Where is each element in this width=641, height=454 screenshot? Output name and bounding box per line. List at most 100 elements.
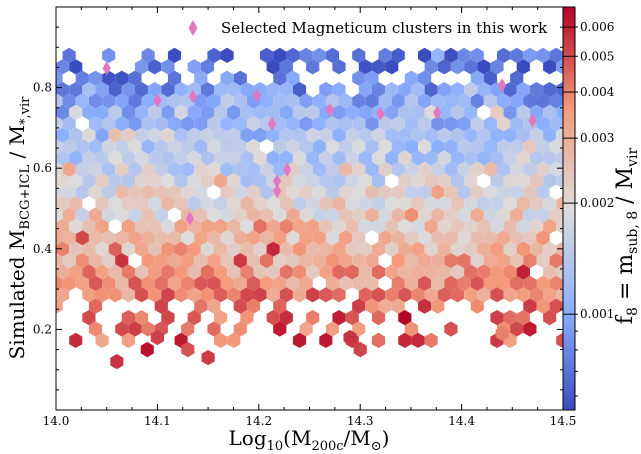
- hexbin-cell: [497, 116, 511, 132]
- hexbin-cell: [148, 264, 162, 280]
- hexbin-cell: [523, 93, 537, 109]
- hexbin-cell: [220, 275, 234, 291]
- x-tick-label: 14.1: [144, 414, 171, 428]
- hexbin-cell: [444, 116, 458, 132]
- hexbin-cell: [273, 230, 287, 246]
- hexbin-cell: [194, 139, 208, 155]
- hexbin-cell: [371, 264, 386, 280]
- hexbin-cell: [431, 230, 445, 246]
- legend: Selected Magneticum clusters in this wor…: [188, 19, 548, 37]
- hexbin-cell: [253, 173, 267, 189]
- hexbin-cell: [115, 207, 129, 223]
- hexbin-cell: [187, 196, 201, 212]
- hexbin-cell: [352, 47, 366, 63]
- hexbin-cell: [358, 287, 372, 303]
- hexbin-cell: [292, 104, 307, 120]
- hexbin-cell: [266, 82, 280, 98]
- hexbin-cell: [286, 116, 300, 132]
- hexbin-cell: [167, 47, 182, 63]
- hexbin-cell: [246, 253, 260, 269]
- hexbin-cell: [246, 230, 260, 246]
- hexbin-cell: [444, 93, 458, 109]
- hexbin-cell: [556, 264, 563, 280]
- hexbin-cell: [319, 82, 333, 98]
- hexbin-cell: [345, 241, 359, 257]
- hexbin-cell: [174, 196, 188, 212]
- hexbin-cell: [214, 287, 228, 303]
- hexbin-cell: [444, 47, 458, 63]
- hexbin-cell: [207, 139, 221, 155]
- hexbin-cell: [279, 241, 293, 257]
- hexbin-cell: [371, 127, 386, 143]
- hexbin-cell: [404, 70, 418, 86]
- hexbin-cell: [141, 230, 155, 246]
- hexbin-cell: [490, 310, 504, 326]
- hexbin-cell: [483, 70, 497, 86]
- hexbin-cell: [556, 196, 563, 212]
- hexbin-cell: [207, 93, 221, 109]
- hexbin-cell: [306, 287, 320, 303]
- hexbin-cell: [516, 218, 530, 234]
- hexbin-cell: [95, 173, 109, 189]
- hexbin-cell: [437, 196, 451, 212]
- hexbin-cell: [299, 47, 313, 63]
- hexbin-cell: [503, 196, 517, 212]
- hexbin-cell: [181, 161, 195, 177]
- hexbin-cell: [227, 127, 241, 143]
- hexbin-cell: [510, 70, 524, 86]
- hexbin-cell: [398, 218, 412, 234]
- hexbin-cell: [464, 173, 478, 189]
- hexbin-cell: [154, 275, 168, 291]
- hexbin-cell: [95, 218, 109, 234]
- hexbin-cell: [325, 275, 339, 291]
- hexbin-cell: [411, 287, 425, 303]
- hexbin-cell: [141, 47, 155, 63]
- hexbin-cell: [483, 161, 497, 177]
- hexbin-cell: [108, 196, 122, 212]
- hexbin-cell: [102, 70, 116, 86]
- hexbin-cell: [345, 264, 359, 280]
- hexbin-cell: [339, 253, 353, 269]
- hexbin-cell: [82, 218, 96, 234]
- selected-cluster-marker: [188, 89, 198, 104]
- hexbin-cell: [404, 93, 418, 109]
- hexbin-cell: [365, 207, 379, 223]
- hexbin-cell: [88, 275, 103, 291]
- hexbin-cell: [411, 82, 425, 98]
- hexbin-cell: [431, 139, 445, 155]
- hexbin-cell: [424, 332, 438, 348]
- hexbin-cell: [325, 207, 339, 223]
- hexbin-cell: [102, 230, 116, 246]
- hexbin-cell: [543, 264, 557, 280]
- hexbin-cell: [450, 82, 465, 98]
- hexbin-cell: [233, 70, 247, 86]
- hexbin-cell: [543, 59, 557, 75]
- hexbin-cell: [174, 218, 188, 234]
- hexbin-cell: [161, 59, 175, 75]
- hexbin-cell: [345, 218, 359, 234]
- hexbin-cell: [88, 70, 103, 86]
- hexbin-cell: [88, 321, 103, 337]
- hexbin-cell: [424, 218, 438, 234]
- hexbin-cell: [227, 332, 241, 348]
- hexbin-cell: [424, 150, 438, 166]
- hexbin-cell: [365, 298, 379, 314]
- hexbin-cell: [148, 127, 162, 143]
- hexbin-cell: [352, 184, 366, 200]
- hexbin-cell: [167, 275, 182, 291]
- hexbin-cell: [200, 82, 214, 98]
- hexbin-cell: [431, 161, 445, 177]
- hexbin-cell: [292, 82, 307, 98]
- hexbin-cell: [121, 82, 135, 98]
- hexbin-cell: [490, 218, 504, 234]
- legend-marker: [188, 20, 198, 36]
- hexbin-cell: [404, 321, 418, 337]
- hexbin-cell: [457, 253, 471, 269]
- hexbin-cell: [306, 310, 320, 326]
- hexbin-cell: [220, 93, 234, 109]
- hexbin-cell: [299, 253, 313, 269]
- hexbin-cell: [161, 127, 175, 143]
- hexbin-cell: [110, 354, 124, 370]
- hexbin-cell: [246, 161, 260, 177]
- hexbin-cell: [352, 253, 366, 269]
